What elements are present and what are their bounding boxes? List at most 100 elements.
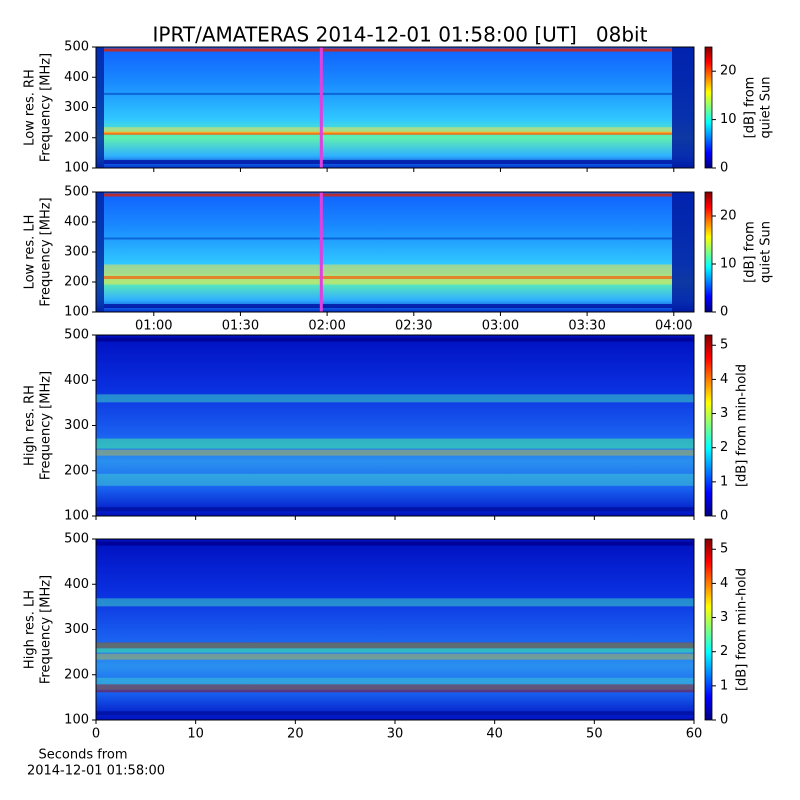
colorbar-label: [dB] from: [743, 221, 758, 283]
spectrogram-band: [104, 131, 672, 135]
y-axis-label: Low res. RH: [23, 69, 38, 146]
x-tick-label: 50: [586, 727, 603, 742]
spectrogram-band: [96, 507, 694, 512]
spectrogram: [96, 335, 694, 516]
spectrogram-band: [96, 473, 694, 486]
y-axis-label: High res. RH: [23, 385, 38, 466]
colorbar-tick-label: 3: [720, 610, 728, 625]
colorbar-label: [dB] from: [743, 77, 758, 139]
spectrogram-band: [96, 394, 694, 403]
y-tick-label: 400: [64, 373, 89, 388]
spectrogram-band: [96, 684, 694, 693]
colorbar-tick-label: 2: [720, 440, 728, 455]
x-tick-label: 30: [387, 727, 404, 742]
spectrogram-band: [104, 264, 672, 285]
y-tick-label: 400: [64, 70, 89, 85]
spectrogram-band: [96, 541, 694, 546]
y-tick-label: 200: [64, 130, 89, 145]
colorbar-label: [dB] from min-hold: [735, 364, 750, 487]
colorbar-tick-label: 1: [720, 474, 728, 489]
x-axis-label: 2014-12-01 01:58:00: [27, 764, 165, 779]
y-tick-label: 100: [64, 161, 89, 176]
colorbar-tick-label: 20: [720, 64, 737, 79]
y-tick-label: 200: [64, 275, 89, 290]
colorbar-tick-label: 1: [720, 678, 728, 693]
spectrogram-band: [96, 337, 694, 342]
x-tick-label: 02:00: [308, 319, 345, 334]
x-tick-label: 04:00: [655, 319, 692, 334]
figure-title: IPRT/AMATERAS 2014-12-01 01:58:00 [UT] 0…: [153, 23, 648, 47]
x-tick-label: 20: [287, 727, 304, 742]
x-tick-label: 03:30: [568, 319, 605, 334]
y-tick-label: 200: [64, 667, 89, 682]
y-tick-label: 500: [64, 532, 89, 547]
spectrogram-edge: [96, 192, 104, 312]
spectrogram-edge: [672, 47, 694, 168]
colorbar-tick-label: 0: [720, 509, 728, 524]
colorbar-tick-label: 10: [720, 257, 737, 272]
y-axis-label: Frequency [MHz]: [39, 371, 54, 480]
x-tick-label: 60: [686, 727, 703, 742]
spectrogram-band: [96, 711, 694, 716]
y-axis-label: Frequency [MHz]: [39, 53, 54, 162]
colorbar-label: quiet Sun: [759, 221, 774, 283]
colorbar-tick-label: 0: [720, 713, 728, 728]
colorbar-tick-label: 0: [720, 305, 728, 320]
y-tick-label: 400: [64, 577, 89, 592]
colorbar: [704, 46, 713, 169]
spectrogram-band: [96, 677, 694, 690]
x-tick-label: 03:00: [482, 319, 519, 334]
spectrogram-band: [104, 127, 672, 134]
spectrogram: [96, 47, 694, 168]
colorbar-tick-label: 2: [720, 644, 728, 659]
colorbar-label: quiet Sun: [759, 76, 774, 138]
colorbar: [704, 334, 713, 517]
spectrogram-band: [104, 48, 672, 52]
y-axis-label: High res. LH: [23, 590, 38, 669]
colorbar-tick-label: 4: [720, 372, 728, 387]
y-tick-label: 300: [64, 100, 89, 115]
spectrogram: [96, 539, 694, 720]
spectrogram-band: [96, 598, 694, 607]
y-tick-label: 300: [64, 418, 89, 433]
spectrogram: [96, 192, 694, 312]
x-tick-label: 01:00: [135, 319, 172, 334]
x-axis-label: Seconds from: [38, 748, 127, 763]
x-tick-label: 02:30: [395, 319, 432, 334]
colorbar-tick-label: 3: [720, 406, 728, 421]
spectrogram-edge: [96, 47, 104, 168]
y-tick-label: 500: [64, 185, 89, 200]
colorbar: [704, 538, 713, 721]
colorbar-tick-label: 5: [720, 542, 728, 557]
spectrogram-band: [104, 193, 672, 197]
y-axis-label: Low res. LH: [23, 215, 38, 290]
spectrogram-edge: [672, 192, 694, 312]
spectrogram-band: [96, 642, 694, 653]
spectrogram-band: [104, 92, 672, 95]
spectrogram-band: [104, 237, 672, 240]
y-tick-label: 100: [64, 305, 89, 320]
y-tick-label: 500: [64, 328, 89, 343]
y-tick-label: 100: [64, 713, 89, 728]
colorbar-tick-label: 4: [720, 576, 728, 591]
spectrogram-band: [104, 304, 672, 308]
colorbar-tick-label: 20: [720, 209, 737, 224]
spectrogram-band: [96, 438, 694, 449]
y-tick-label: 500: [64, 40, 89, 55]
y-axis-label: Frequency [MHz]: [39, 575, 54, 684]
y-tick-label: 300: [64, 245, 89, 260]
y-tick-label: 400: [64, 215, 89, 230]
y-tick-label: 200: [64, 463, 89, 478]
x-tick-label: 01:30: [222, 319, 259, 334]
colorbar-label: [dB] from min-hold: [735, 568, 750, 691]
y-axis-label: Frequency [MHz]: [39, 197, 54, 306]
colorbar-tick-label: 0: [720, 161, 728, 176]
colorbar-tick-label: 5: [720, 338, 728, 353]
x-tick-label: 10: [187, 727, 204, 742]
spectrogram-band: [104, 159, 672, 164]
spectrogram-band: [96, 449, 694, 456]
x-tick-label: 0: [92, 727, 100, 742]
colorbar: [704, 191, 713, 313]
spectrogram-band: [96, 642, 694, 649]
